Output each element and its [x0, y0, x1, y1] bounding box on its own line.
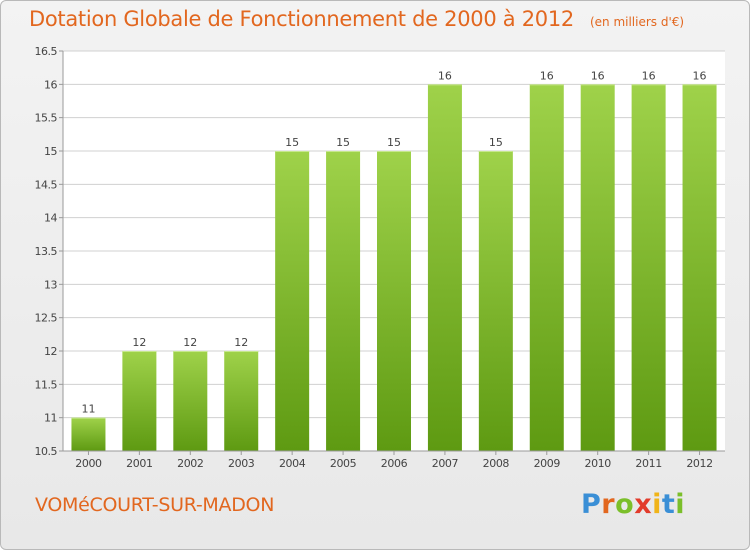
bar-2005 — [326, 151, 361, 451]
y-tick-label: 15 — [44, 145, 57, 158]
bar-2007 — [427, 84, 462, 451]
x-tick-label: 2002 — [177, 457, 203, 470]
y-tick-label: 16 — [44, 78, 57, 91]
bar-2006 — [377, 151, 411, 451]
data-label: 11 — [81, 403, 95, 416]
x-tick-label: 2009 — [534, 457, 561, 470]
data-label: 16 — [642, 69, 656, 82]
x-tick-label: 2007 — [432, 457, 459, 470]
y-tick-label: 13.5 — [35, 245, 58, 258]
y-tick-label: 12 — [44, 345, 57, 358]
x-tick-label: 2000 — [75, 457, 102, 470]
logo-letter: r — [601, 489, 616, 520]
data-label: 15 — [336, 136, 350, 149]
x-tick-label: 2006 — [381, 457, 408, 470]
data-label: 15 — [489, 136, 503, 149]
x-tick-label: 2012 — [686, 457, 712, 470]
bar-2011 — [631, 84, 666, 451]
bar-2008 — [478, 151, 513, 451]
logo-letter: i — [675, 489, 686, 520]
data-label: 15 — [285, 136, 299, 149]
data-label: 12 — [183, 336, 197, 349]
logo-letter: P — [581, 489, 602, 520]
y-tick-label: 12.5 — [35, 312, 58, 325]
logo-letter: t — [661, 489, 676, 520]
y-axis: 10.5 11 11.5 12 12.5 13 13.5 14 14.5 15 15.5 16 16.5 — [35, 45, 63, 458]
unit-note: (en milliers d'€) — [589, 15, 685, 29]
data-label: 16 — [540, 69, 554, 82]
bar-2001 — [122, 351, 157, 451]
data-label: 15 — [387, 136, 401, 149]
data-labels: 11 12 12 12 15 15 15 16 15 16 16 16 16 — [81, 69, 706, 415]
x-tick-label: 2004 — [279, 457, 306, 470]
x-tick-label: 2001 — [126, 457, 152, 470]
bar-2010 — [580, 84, 615, 451]
data-label: 12 — [132, 336, 146, 349]
bar-2000 — [71, 417, 106, 451]
y-tick-label: 16.5 — [35, 45, 58, 58]
y-tick-label: 15.5 — [35, 112, 58, 125]
logo-letter: i — [652, 489, 662, 520]
bars — [71, 84, 717, 451]
logo-letter: o — [615, 489, 635, 520]
y-tick-label: 10.5 — [35, 445, 58, 458]
bar-2004 — [275, 151, 310, 451]
data-label: 12 — [234, 336, 248, 349]
logo-letter: x — [634, 489, 653, 520]
bar-2002 — [173, 351, 208, 451]
bar-2009 — [529, 84, 564, 451]
title-text: Dotation Globale de Fonctionnement de 20… — [29, 7, 574, 31]
x-tick-label: 2008 — [483, 457, 510, 470]
x-tick-label: 2003 — [228, 457, 255, 470]
y-tick-label: 14.5 — [35, 178, 58, 191]
data-label: 16 — [591, 69, 605, 82]
x-tick-label: 2011 — [635, 457, 661, 470]
commune-name: VOMéCOURT-SUR-MADON — [35, 494, 275, 516]
data-label: 16 — [693, 69, 707, 82]
chart-title: Dotation Globale de Fonctionnement de 20… — [29, 7, 684, 31]
y-tick-label: 14 — [44, 212, 57, 225]
y-tick-label: 11.5 — [35, 378, 58, 391]
data-label: 16 — [438, 69, 452, 82]
x-tick-label: 2005 — [330, 457, 357, 470]
y-tick-label: 11 — [44, 412, 57, 425]
y-tick-label: 13 — [44, 278, 57, 291]
x-tick-label: 2010 — [584, 457, 611, 470]
proxiti-logo[interactable]: Proxiti — [581, 489, 685, 520]
bar-2003 — [224, 351, 259, 451]
x-axis: 2000 2001 2002 2003 2004 2005 2006 2007 2008 2009… — [75, 451, 713, 470]
bar-2012 — [682, 84, 717, 451]
